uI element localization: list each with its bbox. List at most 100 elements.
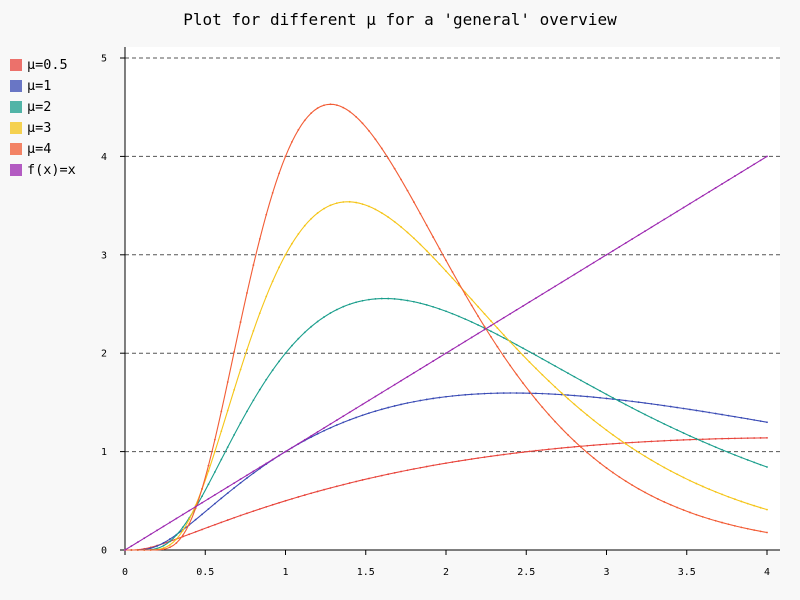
legend-item[interactable]: μ=1 <box>10 75 76 96</box>
legend-item[interactable]: μ=3 <box>10 117 76 138</box>
data-point <box>534 449 537 452</box>
legend-item[interactable]: μ=0.5 <box>10 54 76 75</box>
data-point <box>509 340 512 343</box>
data-point <box>323 427 325 429</box>
data-point <box>534 392 537 395</box>
data-point <box>573 394 576 397</box>
data-point <box>631 238 634 240</box>
data-point <box>425 465 428 468</box>
data-point <box>348 110 351 113</box>
data-point <box>303 224 306 227</box>
data-point <box>368 399 370 402</box>
data-point <box>663 218 666 221</box>
data-point <box>496 454 499 457</box>
data-point <box>605 393 608 396</box>
data-point <box>226 381 229 383</box>
data-point <box>650 402 653 405</box>
chart-title: Plot for different μ for a 'general' ove… <box>183 10 617 29</box>
data-point <box>175 517 178 520</box>
data-point <box>644 455 646 458</box>
data-point <box>194 518 197 521</box>
data-point <box>380 212 383 214</box>
y-tick-label: 4 <box>101 152 107 163</box>
legend-item[interactable]: μ=2 <box>10 96 76 117</box>
legend-label: μ=0.5 <box>27 56 68 73</box>
data-point <box>213 502 216 505</box>
data-point <box>579 379 582 382</box>
data-point <box>457 315 460 318</box>
data-point <box>695 513 698 516</box>
y-tick-label: 2 <box>101 349 107 360</box>
data-point <box>226 486 229 488</box>
data-point <box>207 470 210 472</box>
data-point <box>451 277 454 280</box>
data-point <box>766 421 768 424</box>
data-point <box>689 438 691 441</box>
data-point <box>644 491 646 494</box>
data-point <box>560 427 563 430</box>
data-point <box>387 216 390 219</box>
data-point <box>554 420 557 423</box>
data-point <box>162 548 165 551</box>
data-point <box>291 446 293 449</box>
data-point <box>515 347 518 350</box>
data-point <box>727 451 730 454</box>
data-point <box>612 398 614 401</box>
data-point <box>714 490 717 493</box>
data-point <box>278 172 280 175</box>
data-point <box>701 410 704 413</box>
data-point <box>490 392 492 395</box>
data-point <box>727 495 730 498</box>
data-point <box>663 466 666 469</box>
data-point <box>560 393 563 396</box>
data-point <box>361 414 364 417</box>
data-point <box>470 298 473 301</box>
data-point <box>515 343 518 346</box>
data-point <box>477 324 479 326</box>
data-point <box>130 549 133 551</box>
data-point <box>515 309 518 311</box>
data-point <box>483 325 486 328</box>
legend-item[interactable]: f(x)=x <box>10 159 76 180</box>
data-point <box>567 446 569 449</box>
data-point <box>734 437 736 440</box>
data-point <box>278 454 280 457</box>
data-point <box>695 437 698 440</box>
data-point <box>201 487 203 490</box>
data-point <box>438 396 441 399</box>
data-point <box>676 439 679 442</box>
data-point <box>701 438 704 441</box>
data-point <box>297 129 300 131</box>
data-point <box>470 336 473 339</box>
data-point <box>181 513 184 516</box>
x-tick-label: 3.5 <box>678 567 696 578</box>
data-point <box>721 521 723 524</box>
data-point <box>682 407 685 410</box>
data-point <box>316 107 319 110</box>
data-point <box>477 315 479 318</box>
data-point <box>579 395 582 397</box>
data-point <box>226 492 229 494</box>
data-point <box>496 327 499 329</box>
data-point <box>432 397 435 400</box>
data-point <box>721 437 723 440</box>
data-point <box>413 237 415 240</box>
data-point <box>656 462 659 465</box>
data-point <box>162 525 165 528</box>
data-point <box>149 547 152 550</box>
data-point <box>509 364 512 367</box>
data-point <box>560 447 563 449</box>
data-point <box>239 482 242 484</box>
data-point <box>592 386 595 389</box>
data-point <box>727 179 730 181</box>
data-point <box>740 171 743 174</box>
data-point <box>612 249 614 252</box>
data-point <box>355 416 358 419</box>
data-point <box>605 253 608 256</box>
data-point <box>438 263 441 266</box>
data-point <box>239 321 242 323</box>
legend-item[interactable]: μ=4 <box>10 138 76 159</box>
legend-label: μ=3 <box>27 119 52 136</box>
data-point <box>650 440 653 443</box>
legend-swatch <box>10 142 22 155</box>
